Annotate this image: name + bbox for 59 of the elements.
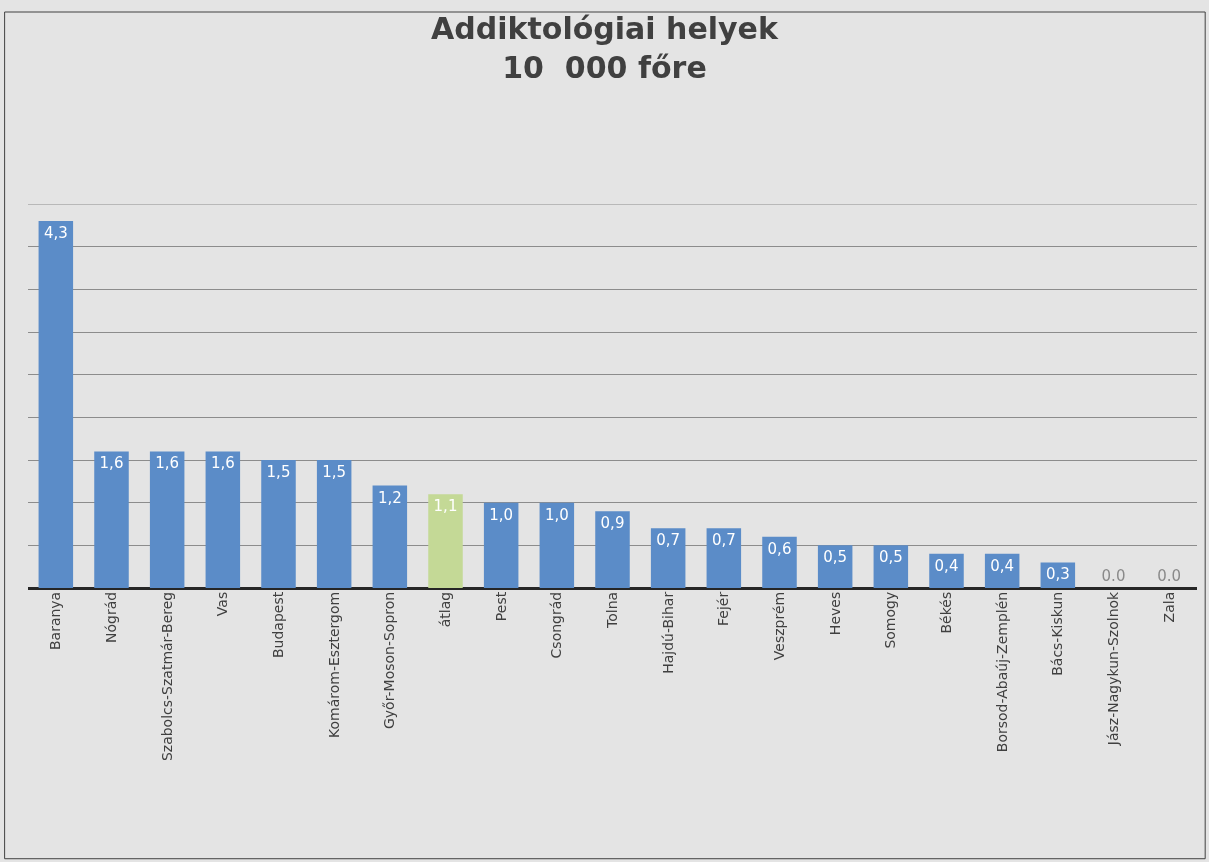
data-label: 0,4 — [990, 556, 1015, 575]
x-tick-label: Hajdú-Bihar — [659, 591, 676, 674]
x-tick-label: Zala — [1160, 591, 1177, 623]
data-label: 1,6 — [210, 454, 235, 473]
bar — [817, 545, 853, 588]
x-tick-label: Nógrád — [103, 591, 120, 643]
x-tick-label: Szabolcs-Szatmár-Bereg — [158, 591, 175, 762]
data-label: 0,6 — [767, 539, 792, 558]
x-tick-label: Baranya — [47, 591, 64, 651]
x-tick-label: Győr-Moson-Sopron — [381, 591, 398, 730]
data-label: 1,2 — [377, 488, 402, 507]
x-tick-label: átlag — [437, 591, 454, 628]
bar — [483, 502, 519, 588]
x-tick-label: Komárom-Esztergom — [325, 591, 342, 738]
bar — [316, 460, 352, 588]
x-tick-label: Somogy — [882, 591, 899, 649]
bar — [261, 460, 296, 588]
bar — [205, 451, 241, 588]
data-label: 1,5 — [266, 463, 291, 481]
bar — [762, 536, 797, 588]
bar — [149, 451, 185, 588]
bar — [595, 511, 630, 588]
x-tick-label: Fejér — [715, 591, 732, 626]
x-tick-label: Veszprém — [771, 591, 788, 661]
bar — [873, 545, 909, 588]
data-label: 1,6 — [99, 454, 124, 473]
data-label: 1,1 — [433, 497, 458, 516]
data-label: 0.0 — [1101, 567, 1126, 585]
x-tick-label: Békés — [938, 591, 955, 634]
data-label: 4,3 — [43, 224, 68, 243]
bar — [372, 485, 408, 588]
data-label: 1,0 — [489, 505, 514, 524]
x-tick-label: Csongrád — [548, 591, 565, 659]
bar — [94, 451, 129, 588]
x-tick-label: Vas — [214, 591, 231, 617]
data-label: 1,5 — [322, 463, 347, 481]
x-tick-label: Bács-Kiskun — [1049, 591, 1066, 676]
x-tick-label: Budapest — [270, 591, 287, 659]
x-tick-label: Tolna — [604, 591, 621, 629]
x-tick-label: Heves — [826, 591, 843, 636]
bar — [539, 502, 575, 588]
bar — [650, 528, 686, 588]
data-label: 0,4 — [934, 556, 959, 575]
bar — [706, 528, 742, 588]
bar — [38, 221, 74, 588]
x-tick-label: Borsod-Abaúj-Zemplén — [993, 591, 1010, 753]
data-label: 0,9 — [600, 514, 625, 533]
data-label: 0,5 — [878, 548, 903, 567]
data-label: 1,0 — [544, 505, 569, 524]
data-label: 1,6 — [155, 454, 180, 473]
chart-title: Addiktológiai helyek 10 000 főre — [431, 10, 779, 85]
x-tick-label: Jász-Nagykun-Szolnok — [1105, 590, 1122, 747]
data-label: 0.0 — [1157, 567, 1182, 585]
data-label: 0,7 — [711, 531, 736, 550]
x-tick-label: Pest — [492, 591, 509, 622]
data-label: 0,3 — [1045, 565, 1070, 584]
bar — [428, 494, 463, 588]
data-label: 0,7 — [656, 531, 681, 550]
data-label: 0,5 — [823, 548, 848, 567]
